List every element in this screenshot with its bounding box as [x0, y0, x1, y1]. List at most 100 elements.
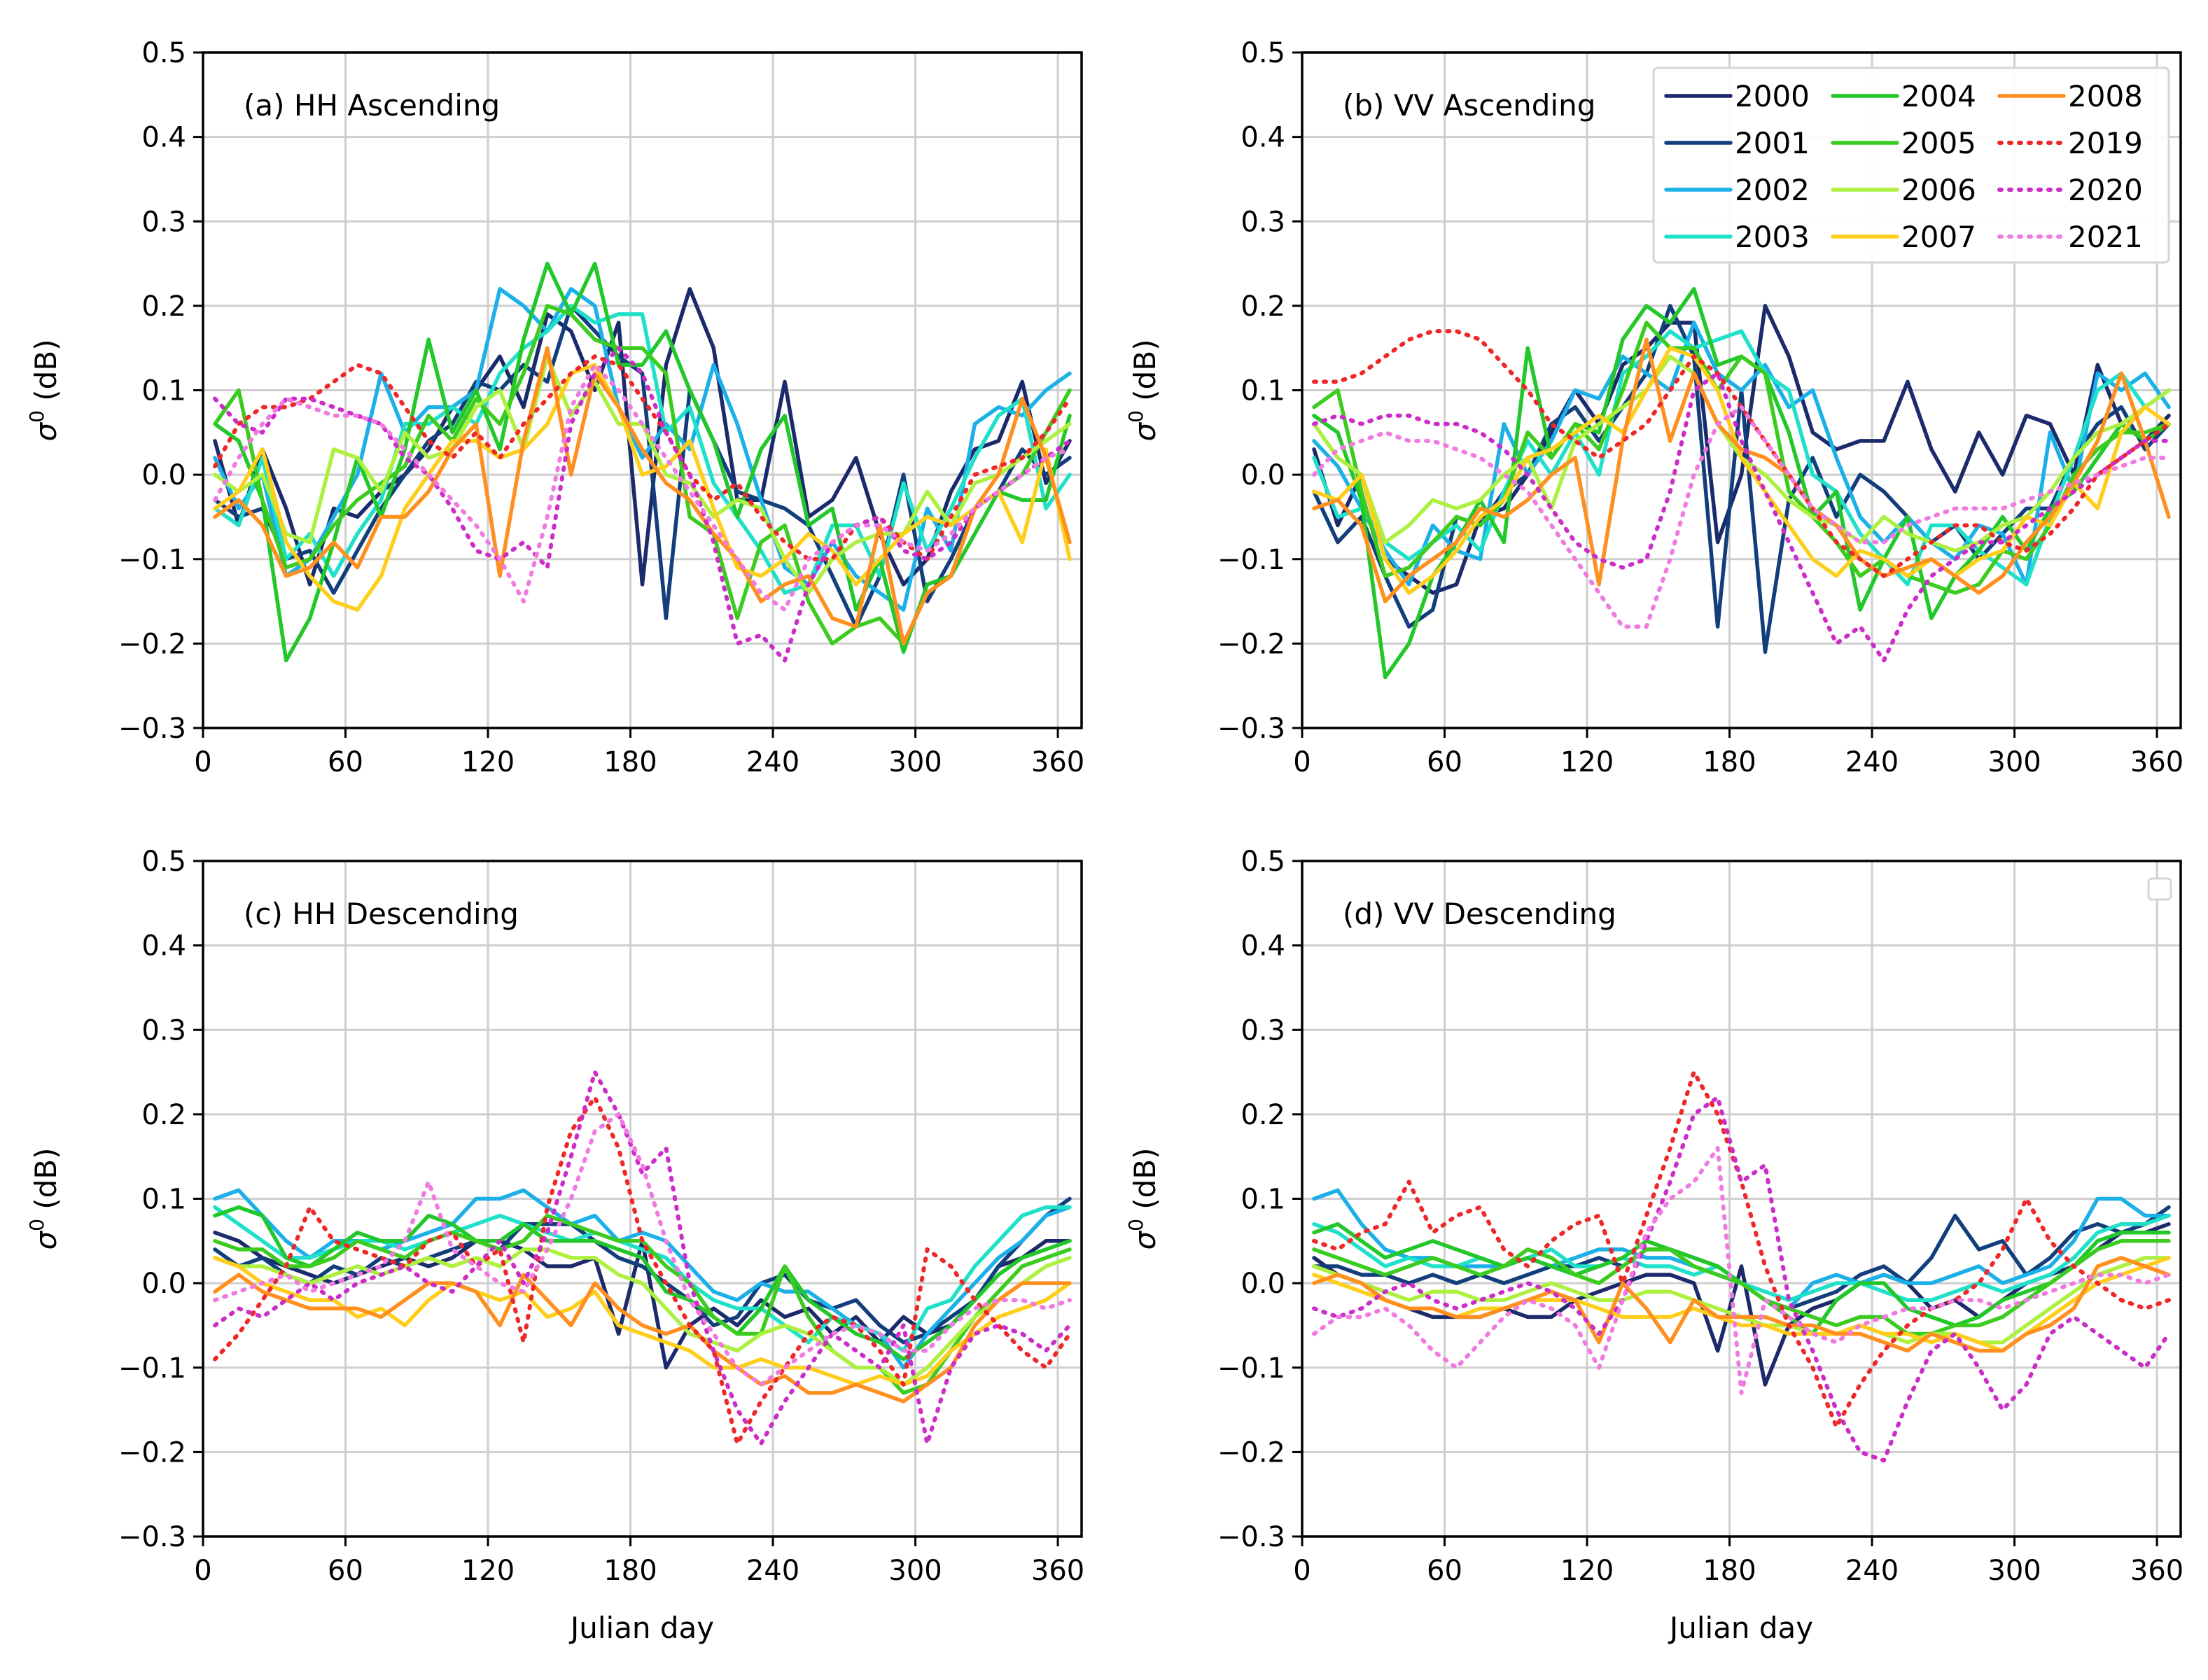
y-tick-label: 0.1 — [141, 375, 186, 407]
series-line-2021 — [213, 363, 1072, 612]
series-line-2008 — [213, 346, 1072, 646]
x-tick-label: 360 — [1031, 746, 1084, 778]
empty-legend-box — [2147, 877, 2172, 901]
x-tick-label: 300 — [1987, 1555, 2041, 1587]
y-tick-label: 0.2 — [141, 290, 186, 323]
y-axis-label-sup: 0 — [1124, 1219, 1147, 1231]
series-line-2004 — [213, 1205, 1072, 1362]
x-tick-label: 60 — [328, 746, 363, 778]
panel-vv-ascending: 0 60 120 180 240 300 360 −0.3 −0.2 −0.1 0.0 0.1 0.2 0… — [1124, 37, 2183, 778]
legend-label-2020: 2020 — [2068, 173, 2143, 207]
y-tick-label: 0.4 — [1241, 930, 1285, 962]
y-axis-label-sup: 0 — [25, 410, 48, 423]
legend-label-2004: 2004 — [1901, 79, 1976, 113]
y-tick-label: 0.3 — [1241, 206, 1285, 238]
y-tick-label: 0.3 — [141, 206, 186, 238]
y-axis-label-symbol: σ — [29, 1231, 63, 1250]
y-tick-label: 0.0 — [1241, 1268, 1285, 1300]
x-tick-label: 120 — [461, 1555, 515, 1587]
x-tick-label: 60 — [1427, 746, 1462, 778]
legend-label-2002: 2002 — [1735, 173, 1810, 207]
y-tick-label: −0.3 — [118, 713, 186, 745]
y-tick-label: −0.3 — [118, 1521, 186, 1553]
x-tick-label: 120 — [461, 746, 515, 778]
legend-label-2008: 2008 — [2068, 79, 2143, 113]
y-tick-label: 0.0 — [141, 1268, 186, 1300]
x-tick-label: 240 — [1845, 1555, 1899, 1587]
x-tick-label: 180 — [603, 746, 657, 778]
panel-label: (a) HH Ascending — [244, 88, 500, 122]
series-line-2007 — [1312, 346, 2171, 595]
y-tick-label: 0.4 — [1241, 122, 1285, 154]
x-tick-label: 180 — [603, 1555, 657, 1587]
y-tick-label: 0.1 — [1241, 1184, 1285, 1216]
x-tick-label: 360 — [1031, 1555, 1084, 1587]
y-tick-label: −0.1 — [118, 544, 186, 576]
y-tick-label: 0.3 — [1241, 1014, 1285, 1046]
legend-box — [1652, 66, 2170, 264]
series-line-2000 — [1312, 304, 2171, 595]
panel-vv-descending: 0 60 120 180 240 300 360 −0.3 −0.2 −0.1 0.0 0.1 0.2 0… — [1124, 846, 2183, 1645]
x-tick-label: 0 — [1293, 1555, 1311, 1587]
y-axis-label-symbol: σ — [1128, 422, 1162, 442]
x-tick-label: 300 — [1987, 746, 2041, 778]
legend-label-2006: 2006 — [1901, 173, 1976, 207]
y-axis-label-symbol: σ — [1128, 1231, 1162, 1250]
x-axis-label: Julian day — [568, 1611, 714, 1645]
series-line-2006 — [213, 1247, 1072, 1387]
y-tick-label: 0.3 — [141, 1014, 186, 1046]
y-tick-label: 0.5 — [1241, 846, 1285, 878]
y-axis-label-unit: (dB) — [29, 339, 63, 410]
panel-label: (d) VV Descending — [1343, 897, 1616, 931]
x-tick-label: 360 — [2130, 746, 2183, 778]
legend-label-2007: 2007 — [1901, 220, 1976, 254]
y-tick-label: −0.1 — [1217, 1352, 1285, 1385]
x-tick-label: 60 — [328, 1555, 363, 1587]
y-tick-label: −0.2 — [1217, 1436, 1285, 1469]
series-line-2021 — [213, 1112, 1072, 1387]
series-line-2007 — [213, 363, 1072, 612]
y-axis-label-sup: 0 — [25, 1219, 48, 1231]
series-lines — [213, 261, 1072, 663]
panel-hh-descending: 0 60 120 180 240 300 360 −0.3 −0.2 −0.1 0.0 0.1 0.2 0… — [25, 846, 1084, 1645]
y-tick-label: 0.4 — [141, 122, 186, 154]
legend-label-2001: 2001 — [1735, 126, 1810, 160]
series-lines — [1312, 1070, 2171, 1463]
y-tick-label: −0.1 — [1217, 544, 1285, 576]
series-line-2020 — [213, 1070, 1072, 1446]
legend: 2000 2001 2002 2003 2004 2005 2006 2007 2008 2019… — [1652, 66, 2170, 264]
series-line-2020 — [1312, 1095, 2171, 1463]
y-tick-label: 0.1 — [141, 1184, 186, 1216]
series-line-2002 — [213, 287, 1072, 612]
series-line-2000 — [213, 287, 1072, 587]
series-line-2021 — [1312, 405, 2171, 629]
y-axis-label-unit: (dB) — [1128, 1147, 1162, 1219]
series-line-2000 — [1312, 1222, 2171, 1387]
series-line-2021 — [1312, 1146, 2171, 1395]
x-tick-label: 180 — [1703, 1555, 1756, 1587]
y-axis-label-unit: (dB) — [1128, 339, 1162, 410]
y-axis-label: σ0 (dB) — [25, 339, 63, 441]
y-tick-label: −0.2 — [1217, 628, 1285, 660]
y-tick-label: 0.0 — [1241, 459, 1285, 491]
y-tick-label: 0.2 — [1241, 290, 1285, 323]
series-line-2008 — [1312, 1256, 2171, 1353]
series-line-2019 — [213, 1095, 1072, 1446]
legend-label-2005: 2005 — [1901, 126, 1976, 160]
series-line-2008 — [213, 1273, 1072, 1404]
y-tick-label: −0.3 — [1217, 713, 1285, 745]
y-tick-label: 0.4 — [141, 930, 186, 962]
series-line-2008 — [1312, 337, 2171, 603]
legend-label-2019: 2019 — [2068, 126, 2143, 160]
y-axis-label-unit: (dB) — [29, 1147, 63, 1219]
series-line-2001 — [213, 304, 1072, 629]
series-lines — [213, 1070, 1072, 1446]
x-tick-label: 0 — [1293, 746, 1311, 778]
y-axis-label-symbol: σ — [29, 422, 63, 442]
y-axis-label: σ0 (dB) — [1124, 339, 1162, 441]
x-tick-label: 180 — [1703, 746, 1756, 778]
x-tick-label: 240 — [746, 1555, 799, 1587]
y-tick-label: 0.5 — [141, 846, 186, 878]
x-tick-label: 120 — [1560, 746, 1614, 778]
